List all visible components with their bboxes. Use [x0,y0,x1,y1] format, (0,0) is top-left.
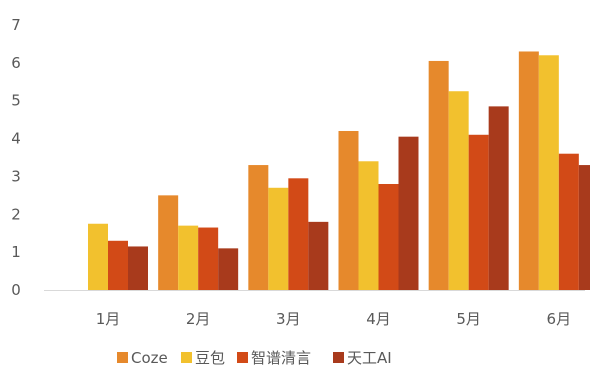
x-tick-label: 2月 [186,310,211,328]
legend-label: 天工AI [347,349,392,367]
y-tick-label: 5 [11,92,21,110]
y-tick-label: 7 [11,16,21,34]
bar [158,195,179,290]
bar [428,60,449,291]
legend-item: 天工AI [333,349,392,367]
legend-label: 智谱清言 [251,349,311,367]
bar [268,187,289,290]
bar [198,227,219,290]
bar [448,91,469,290]
y-tick-label: 2 [11,205,21,223]
bar [108,240,128,290]
y-tick-label: 3 [11,167,21,185]
legend-label: Coze [131,349,168,367]
bar [308,221,329,290]
x-tick-label: 6月 [547,310,572,328]
x-tick-label: 4月 [366,310,391,328]
bar [218,248,239,290]
y-tick-label: 1 [11,243,21,261]
bar [378,183,399,290]
bar [358,161,379,290]
bar [518,51,539,291]
bar [558,153,579,290]
y-tick-label: 6 [11,54,21,72]
legend-swatch [333,352,344,363]
bar [488,106,509,290]
y-axis-tick-labels: 0 1 2 3 4 5 6 7 [11,16,21,299]
legend-item: Coze [117,349,168,367]
legend-label: 豆包 [195,349,225,367]
y-tick-label: 0 [11,281,21,299]
bar [538,55,559,290]
legend-swatch [237,352,248,363]
chart-legend: Coze 豆包 智谱清言 天工AI [117,349,392,367]
legend-swatch [181,352,192,363]
x-tick-label: 3月 [276,310,301,328]
bar [248,165,269,290]
x-tick-label: 5月 [456,310,481,328]
bar [398,136,419,290]
bar [88,223,108,290]
bar [468,134,489,290]
x-axis-tick-labels: 1月 2月 3月 4月 5月 6月 [96,310,571,328]
bar [338,130,359,290]
y-tick-label: 4 [11,130,21,148]
x-tick-label: 1月 [96,310,121,328]
legend-item: 智谱清言 [237,349,311,367]
bar [578,165,590,290]
bar [288,178,309,290]
bar-series-group [88,51,590,291]
bar [128,246,148,290]
legend-item: 豆包 [181,349,225,367]
legend-swatch [117,352,128,363]
bar [178,225,199,290]
